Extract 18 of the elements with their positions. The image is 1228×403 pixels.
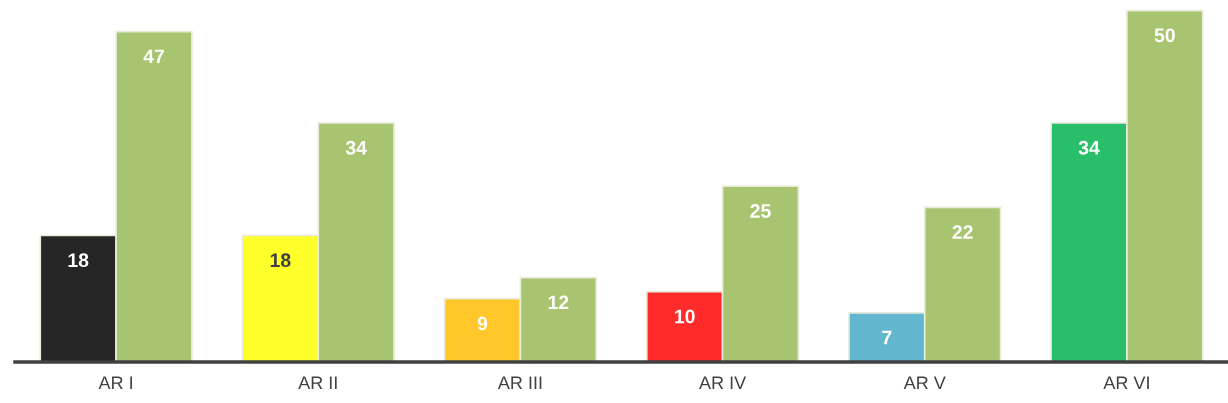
data-label: 12	[548, 295, 569, 310]
data-label: 50	[1154, 28, 1175, 43]
x-tick-label: AR II	[298, 376, 337, 389]
data-label: 18	[270, 253, 291, 268]
x-tick-label: AR I	[98, 376, 132, 389]
data-label: 18	[68, 253, 89, 268]
data-label: 47	[143, 49, 164, 64]
data-label: 25	[750, 204, 771, 218]
x-tick-label: AR III	[497, 376, 542, 389]
data-label: 34	[1078, 140, 1100, 155]
data-label: 22	[952, 225, 973, 239]
data-label: 9	[477, 316, 488, 331]
x-tick-label: AR V	[903, 376, 946, 389]
data-label: 7	[882, 330, 892, 345]
x-tick-label: AR IV	[699, 376, 747, 389]
data-label: 10	[675, 309, 695, 324]
x-tick-label: AR VI	[1103, 376, 1149, 389]
data-label: 34	[345, 140, 367, 155]
